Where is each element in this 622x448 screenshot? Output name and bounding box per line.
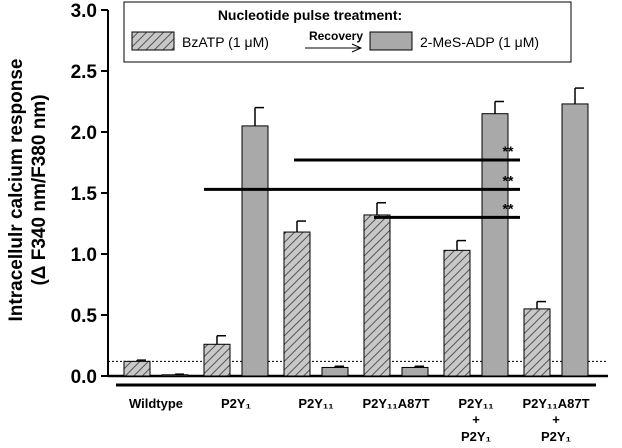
group-label: P2Y₁₁A87T — [522, 396, 589, 411]
legend: Nucleotide pulse treatment: BzATP (1 μM)… — [123, 1, 572, 63]
bar — [203, 343, 231, 377]
legend-label-bzatp: BzATP (1 μM) — [182, 34, 269, 50]
legend-title: Nucleotide pulse treatment: — [218, 7, 402, 23]
group-label: P2Y₁₁ — [458, 396, 493, 411]
significance-label: ** — [503, 200, 514, 216]
bar — [561, 103, 589, 377]
legend-recovery-label: Recovery — [309, 29, 363, 43]
y-tick-label: 2.5 — [71, 62, 98, 83]
legend-swatch-mesadp — [369, 31, 413, 51]
group-label-line3: P2Y₁ — [461, 429, 491, 444]
bar — [321, 366, 349, 377]
group-label: P2Y₁ — [221, 396, 251, 411]
bar — [283, 231, 311, 377]
bar — [443, 249, 471, 377]
bar — [481, 113, 509, 377]
significance-label: ** — [503, 143, 514, 159]
y-axis-title-line2: (Δ F340 nm/F380 nm) — [29, 94, 50, 285]
y-axis-title-line1: Intracellulr calcium response — [6, 59, 27, 322]
y-tick-label: 3.0 — [71, 1, 97, 22]
y-tick-label: 1.5 — [71, 184, 98, 205]
group-label-plus: + — [552, 412, 560, 427]
legend-label-mesadp: 2-MeS-ADP (1 μM) — [420, 34, 539, 50]
bars — [123, 87, 589, 377]
group-label-line3: P2Y₁ — [541, 429, 571, 444]
legend-recovery-arrowhead — [351, 43, 363, 53]
legend-box — [123, 1, 572, 63]
x-axis-labels: Wildtype P2Y₁ P2Y₁₁ P2Y₁₁A87T P2Y₁₁+P2Y₁P2Y₁… — [116, 383, 596, 444]
y-tick-label: 1.0 — [71, 245, 97, 266]
bar — [363, 214, 391, 377]
y-tick-label: 0.5 — [71, 306, 98, 327]
y-tick-label: 0.0 — [71, 367, 97, 388]
group-label: Wildtype — [129, 396, 183, 411]
significance-label: ** — [503, 172, 514, 188]
group-label: P2Y₁₁ — [298, 396, 333, 411]
bar — [161, 374, 189, 377]
bar — [523, 308, 551, 377]
bar — [401, 366, 429, 377]
group-label: P2Y₁₁A87T — [362, 396, 429, 411]
bar — [123, 360, 151, 377]
legend-swatch-bzatp — [131, 31, 175, 51]
group-label-plus: + — [472, 412, 480, 427]
y-tick-label: 2.0 — [71, 123, 97, 144]
significance-markers: ** ** ** — [204, 143, 520, 219]
bar — [241, 125, 269, 377]
